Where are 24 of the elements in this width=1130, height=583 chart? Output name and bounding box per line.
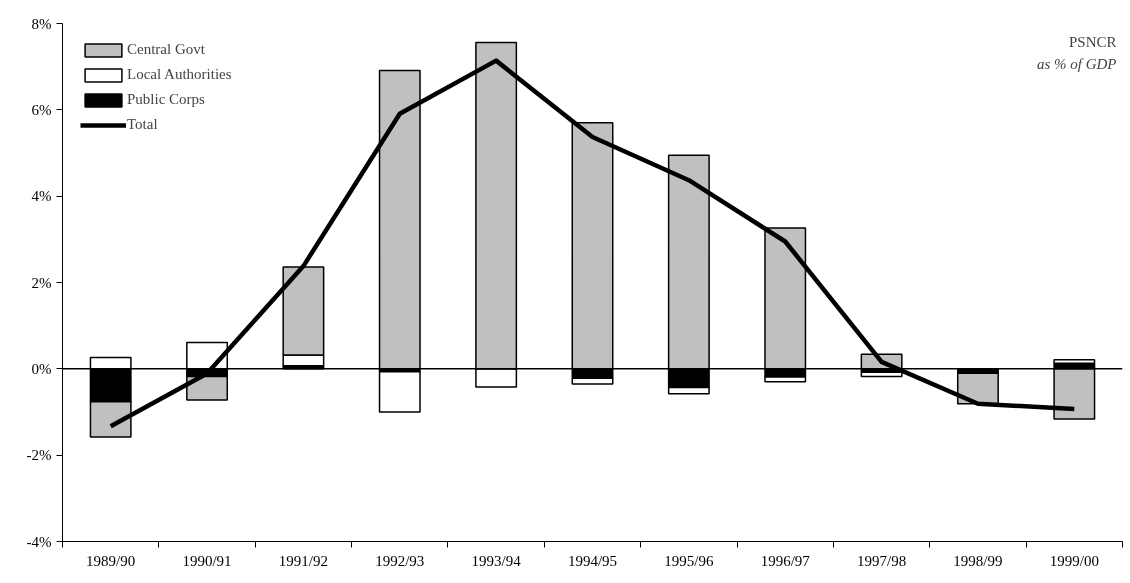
- y-tick-label: 8%: [31, 15, 52, 32]
- y-tick-label: -4%: [26, 533, 52, 550]
- x-tick-label: 1998/99: [953, 552, 1003, 569]
- legend-label: Local Authorities: [127, 66, 232, 83]
- x-tick-label: 1993/94: [471, 552, 522, 569]
- y-tick-label: -2%: [26, 447, 52, 464]
- x-tick-label: 1995/96: [664, 552, 714, 569]
- x-tick-label: 1996/97: [760, 552, 811, 569]
- annotation: as % of GDP: [1036, 55, 1117, 72]
- legend-label: Central Govt: [127, 41, 205, 58]
- y-tick-label: 2%: [31, 274, 52, 291]
- x-tick-label: 1989/90: [86, 552, 136, 569]
- x-tick-label: 1994/95: [567, 552, 618, 569]
- legend-label: Public Corps: [127, 91, 205, 108]
- annotation: PSNCR: [1068, 33, 1117, 50]
- y-tick-label: 0%: [31, 360, 52, 377]
- legend-label: Total: [127, 116, 158, 133]
- x-tick-label: 1992/93: [375, 552, 425, 569]
- x-tick-label: 1999/00: [1049, 552, 1099, 569]
- y-tick-label: 6%: [31, 101, 52, 118]
- y-tick-label: 4%: [31, 188, 52, 205]
- x-tick-label: 1990/91: [182, 552, 232, 569]
- x-tick-label: 1991/92: [278, 552, 328, 569]
- x-tick-label: 1997/98: [857, 552, 907, 569]
